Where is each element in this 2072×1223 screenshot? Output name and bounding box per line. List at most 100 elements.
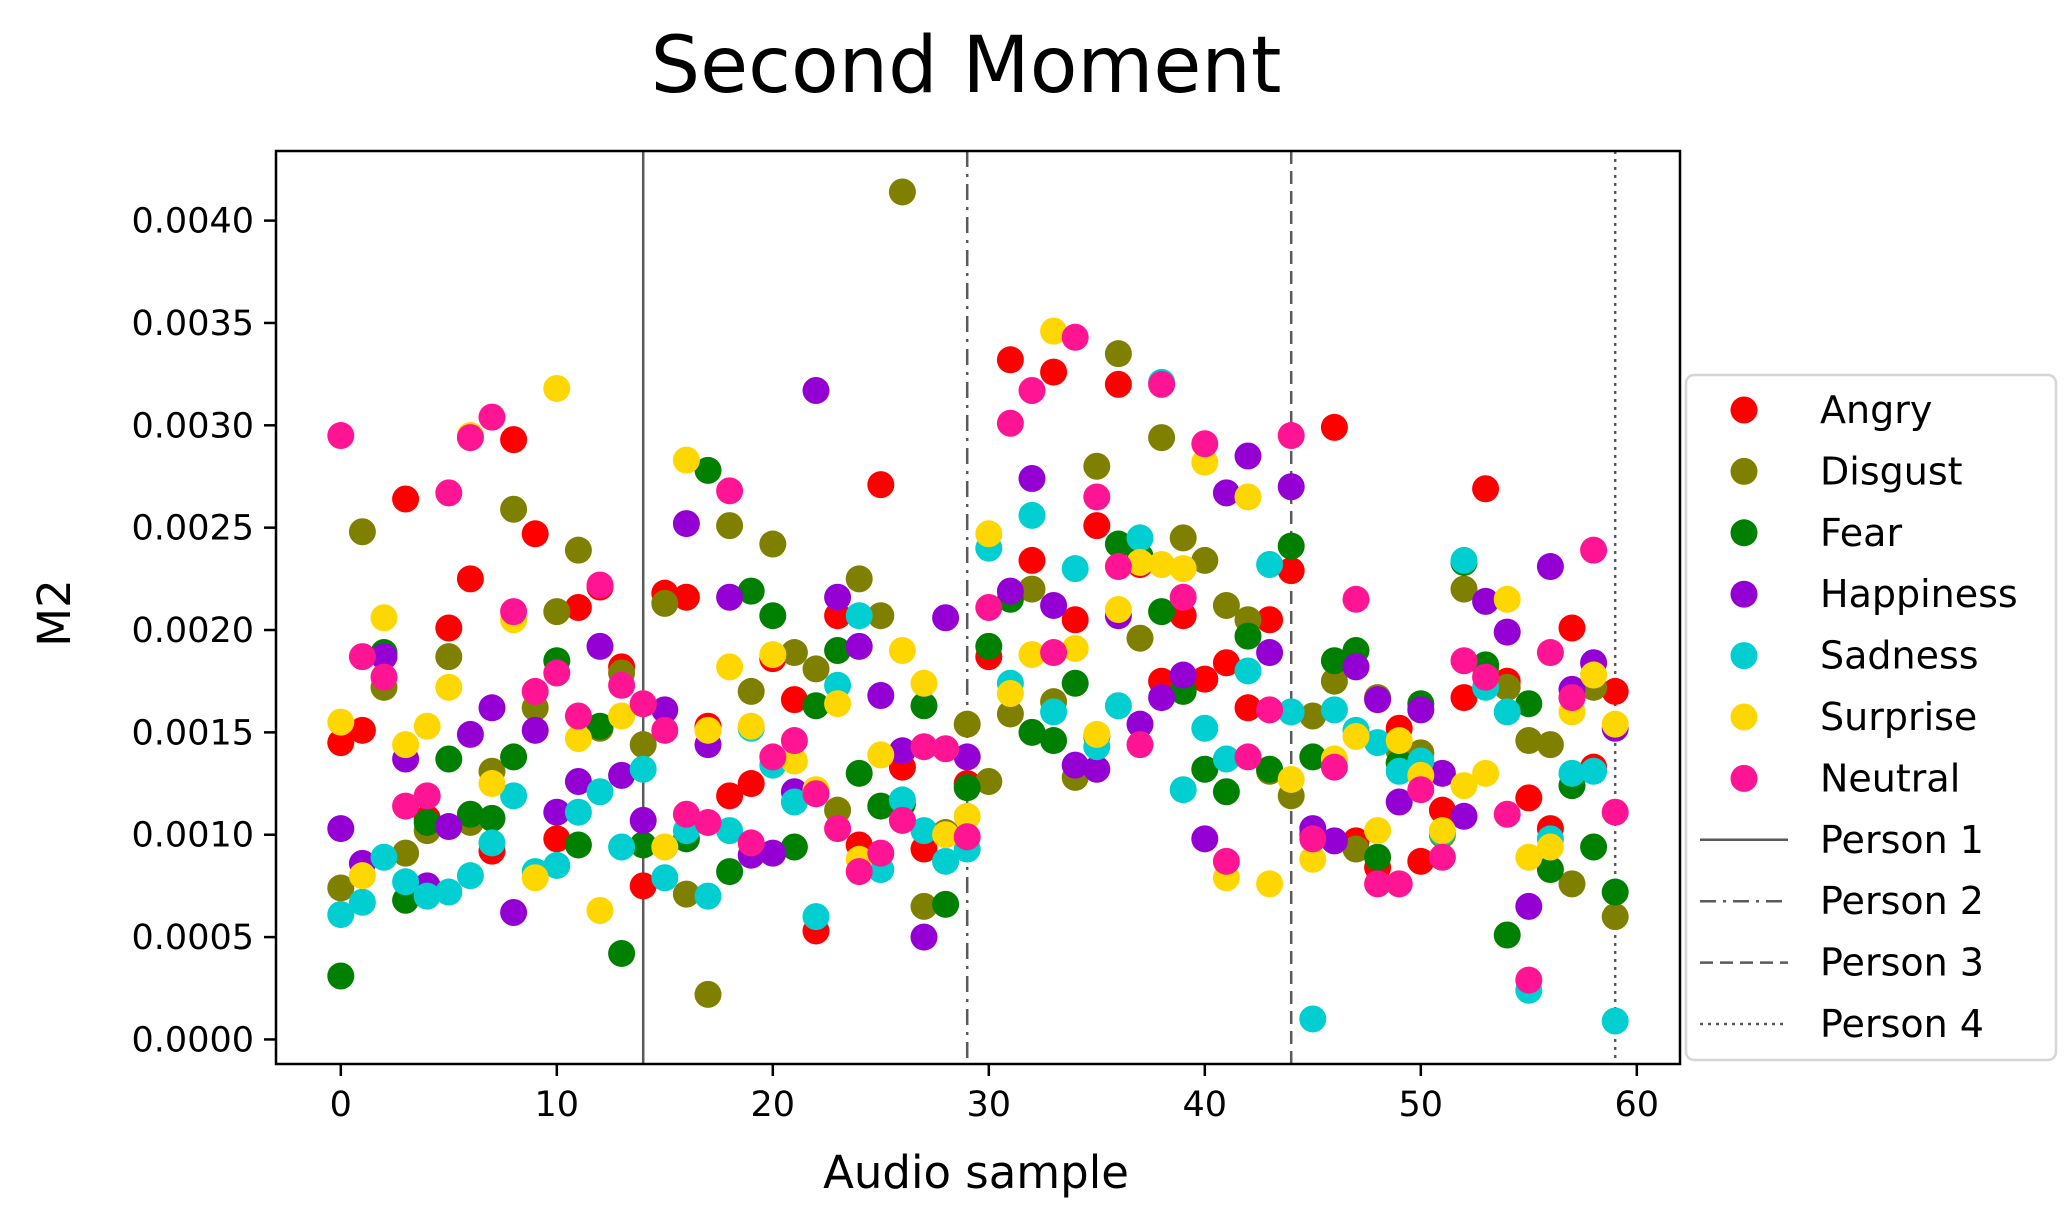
point-happiness <box>1212 479 1240 507</box>
point-neutral <box>672 800 700 828</box>
point-happiness <box>672 510 700 538</box>
point-angry <box>629 872 657 900</box>
point-surprise <box>1299 845 1327 873</box>
point-surprise <box>1515 843 1543 871</box>
x-tick-label: 10 <box>535 1085 580 1125</box>
point-angry <box>500 426 528 454</box>
point-neutral <box>1169 583 1197 611</box>
plot-area <box>327 151 1629 1064</box>
point-happiness <box>651 696 679 724</box>
point-fear <box>953 774 981 802</box>
point-sadness <box>651 864 679 892</box>
legend-marker-disgust <box>1730 457 1758 485</box>
point-neutral <box>759 743 787 771</box>
point-happiness <box>1148 684 1176 712</box>
point-happiness <box>802 377 830 405</box>
legend-label: Neutral <box>1820 756 1960 800</box>
point-sadness <box>327 901 355 929</box>
point-surprise <box>586 896 614 924</box>
point-happiness <box>370 643 398 671</box>
point-surprise <box>694 716 722 744</box>
point-disgust <box>845 565 873 593</box>
point-fear <box>780 833 808 861</box>
point-sadness <box>348 888 376 916</box>
legend-label: Person 3 <box>1820 941 1984 985</box>
point-happiness <box>1320 827 1348 855</box>
point-surprise <box>888 636 916 664</box>
y-tick-label: 0.0005 <box>132 918 254 958</box>
point-surprise <box>1234 483 1262 511</box>
point-angry <box>1018 546 1046 574</box>
point-sadness <box>1212 745 1240 773</box>
point-disgust <box>1536 731 1564 759</box>
point-angry <box>564 594 592 621</box>
point-neutral <box>456 424 484 452</box>
legend-label: Person 1 <box>1820 818 1984 862</box>
point-sadness <box>1601 1007 1629 1035</box>
point-angry <box>392 485 420 513</box>
point-disgust <box>1320 667 1348 695</box>
point-surprise <box>953 802 981 830</box>
point-happiness <box>564 768 592 796</box>
point-sadness <box>370 843 398 871</box>
point-fear <box>1536 856 1564 884</box>
point-neutral <box>370 663 398 691</box>
point-neutral <box>521 677 549 705</box>
legend-label: Disgust <box>1820 449 1963 493</box>
y-axis-label: M2 <box>28 579 81 646</box>
point-angry <box>1061 606 1089 634</box>
point-sadness <box>1104 692 1132 720</box>
point-sadness <box>694 882 722 910</box>
point-happiness <box>1191 825 1219 853</box>
point-sadness <box>392 868 420 896</box>
point-surprise <box>651 833 679 861</box>
legend-label: Surprise <box>1820 695 1977 739</box>
point-neutral <box>500 598 528 626</box>
point-surprise <box>1472 759 1500 787</box>
point-sadness <box>1320 696 1348 724</box>
point-happiness <box>716 583 744 611</box>
point-neutral <box>1407 776 1435 804</box>
point-disgust <box>435 643 463 671</box>
point-angry <box>780 686 808 714</box>
point-surprise <box>608 702 636 730</box>
point-disgust <box>348 518 376 546</box>
point-surprise <box>348 862 376 890</box>
point-sadness <box>1385 757 1413 785</box>
point-angry <box>1083 512 1111 540</box>
point-angry <box>521 520 549 548</box>
point-happiness <box>1277 473 1305 501</box>
point-disgust <box>651 589 679 617</box>
point-sadness <box>629 755 657 783</box>
point-sadness <box>1061 555 1089 583</box>
point-fear <box>802 692 830 720</box>
point-fear <box>608 939 636 967</box>
point-surprise <box>1061 634 1089 662</box>
point-surprise <box>1428 817 1456 845</box>
point-fear <box>1277 532 1305 560</box>
plot-frame <box>274 149 1682 1066</box>
point-happiness <box>1169 661 1197 689</box>
point-surprise <box>1364 817 1392 845</box>
point-surprise <box>1104 596 1132 624</box>
point-fear <box>327 962 355 990</box>
point-sadness <box>500 782 528 810</box>
point-surprise <box>824 690 852 718</box>
point-fear <box>1515 690 1543 718</box>
x-tick-label: 0 <box>330 1085 352 1125</box>
point-neutral <box>1320 753 1348 781</box>
point-neutral <box>1580 536 1608 564</box>
point-surprise <box>1018 641 1046 669</box>
point-neutral <box>824 815 852 843</box>
point-angry <box>1320 413 1348 441</box>
point-fear <box>1580 833 1608 861</box>
point-sadness <box>802 903 830 931</box>
point-fear <box>975 632 1003 660</box>
point-fear <box>759 602 787 630</box>
point-happiness <box>759 839 787 867</box>
point-sadness <box>1558 759 1586 787</box>
legend-label: Happiness <box>1820 572 2018 616</box>
point-happiness <box>996 577 1024 605</box>
point-neutral <box>1385 870 1413 898</box>
